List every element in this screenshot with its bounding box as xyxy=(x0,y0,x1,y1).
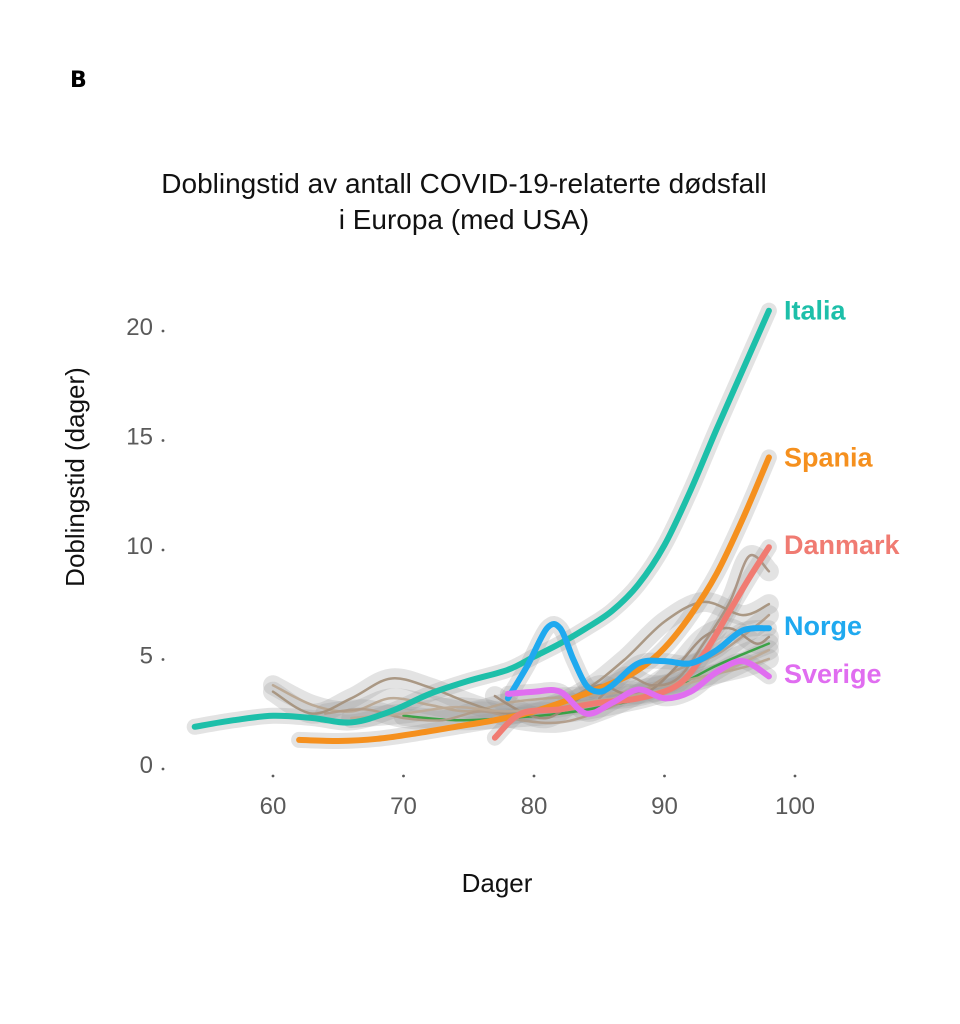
y-tick-label: 20 xyxy=(126,314,153,341)
x-axis-ticks: 60 70 80 90 100 xyxy=(260,774,815,820)
chart-title-line-2: i Europa (med USA) xyxy=(338,204,590,235)
background-series-line xyxy=(271,657,771,713)
x-tick-label: 60 xyxy=(260,793,287,820)
x-tick-mark xyxy=(793,774,797,778)
x-tick-label: 90 xyxy=(651,793,678,820)
x-tick-label: 100 xyxy=(775,793,815,820)
y-tick-mark xyxy=(161,329,165,333)
highlighted-series xyxy=(191,307,772,745)
series-line-norge xyxy=(504,620,772,702)
y-tick-label: 10 xyxy=(126,533,153,560)
background-series-line xyxy=(323,613,771,725)
y-axis-title: Doblingstid (dager) xyxy=(60,367,90,587)
y-tick-label: 5 xyxy=(140,643,153,670)
y-tick-mark xyxy=(161,548,165,552)
series-label-spania: Spania xyxy=(784,442,874,472)
y-tick-mark xyxy=(161,767,165,771)
series-label-danmark: Danmark xyxy=(784,530,901,560)
x-axis-title: Dager xyxy=(462,868,533,898)
y-axis-ticks: 0 5 10 15 20 xyxy=(126,314,165,779)
series-line-spania xyxy=(296,454,772,745)
chart-title-line-1: Doblingstid av antall COVID-19-relaterte… xyxy=(161,168,767,199)
series-line-sverige xyxy=(504,658,772,717)
series-label-norge: Norge xyxy=(784,611,862,641)
series-end-labels: Italia Spania Danmark Norge Sverige xyxy=(784,296,901,690)
y-tick-label: 0 xyxy=(140,752,153,779)
x-tick-label: 70 xyxy=(390,793,417,820)
background-series-line xyxy=(402,642,771,722)
y-tick-mark xyxy=(161,658,165,661)
y-tick-mark xyxy=(161,439,165,442)
chart-title: Doblingstid av antall COVID-19-relaterte… xyxy=(0,166,928,238)
x-tick-mark xyxy=(271,774,275,778)
series-line-danmark xyxy=(491,544,772,741)
y-tick-label: 15 xyxy=(126,424,153,451)
x-tick-mark xyxy=(663,774,666,778)
series-label-sverige: Sverige xyxy=(784,659,882,689)
x-tick-mark xyxy=(532,774,536,778)
x-tick-label: 80 xyxy=(521,793,548,820)
series-label-italia: Italia xyxy=(784,296,847,326)
panel-label: B xyxy=(70,68,87,93)
x-tick-mark xyxy=(402,774,405,778)
